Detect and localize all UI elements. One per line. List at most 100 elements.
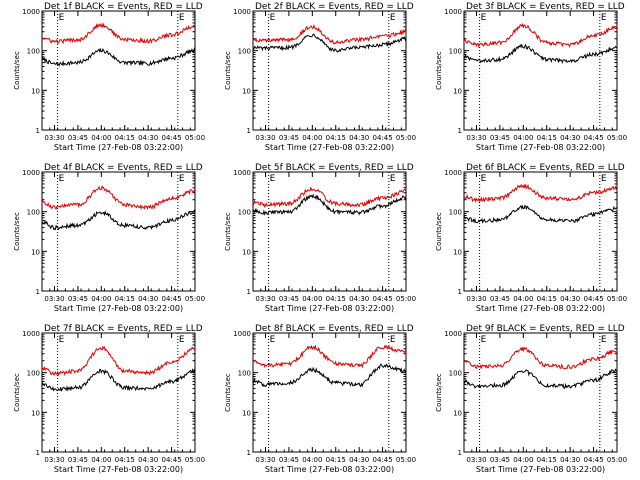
x-tick-label: 04:30 (349, 295, 369, 303)
series-line-events (252, 193, 407, 216)
y-tick-label: 10 (242, 409, 251, 417)
x-tick-label: 03:30 (255, 295, 275, 303)
x-tick-label: 03:45 (279, 295, 299, 303)
panel-det-1: Det 1f BLACK = Events, RED = LLD 1 10 100 10… (13, 2, 205, 152)
x-tick-label: 03:30 (466, 134, 486, 142)
y-tick-label: 10 (453, 409, 462, 417)
y-tick-label: 1000 (22, 8, 40, 16)
x-tick-label: 04:00 (513, 295, 533, 303)
marker-label: E (59, 174, 65, 184)
y-tick-label: 1000 (22, 330, 40, 338)
panel-title: Det 4f BLACK = Events, RED = LLD (44, 163, 203, 173)
x-tick-label: 04:00 (302, 295, 322, 303)
x-tick-label: 04:45 (161, 295, 181, 303)
panel-det-3: Det 3f BLACK = Events, RED = LLD 1 10 100 10… (435, 2, 627, 152)
series-line-events (252, 33, 407, 53)
marker-label: E (481, 174, 487, 184)
marker-label: E (270, 335, 276, 345)
x-tick-label: 04:45 (583, 134, 603, 142)
x-tick-label: 04:45 (583, 456, 603, 464)
panel-det-8: Det 8f BLACK = Events, RED = LLD 1 10 100 10… (224, 324, 416, 474)
x-tick-label: 04:00 (513, 456, 533, 464)
x-tick-label: 04:15 (326, 134, 346, 142)
x-tick-label: 05:00 (607, 295, 627, 303)
x-tick-label: 04:15 (537, 456, 557, 464)
y-tick-label: 100 (449, 48, 462, 56)
series-line-lld (252, 344, 407, 369)
plot-frame (41, 10, 196, 131)
x-tick-label: 04:15 (537, 134, 557, 142)
x-tick-label: 04:00 (302, 456, 322, 464)
plot-frame (252, 10, 407, 131)
x-tick-label: 03:30 (466, 295, 486, 303)
x-axis-label: Start Time (27-Feb-08 03:22:00) (476, 143, 605, 152)
x-axis-label: Start Time (27-Feb-08 03:22:00) (476, 465, 605, 474)
marker-label: E (179, 335, 185, 345)
y-axis-label: Counts/sec (13, 373, 21, 412)
x-tick-label: 04:15 (326, 295, 346, 303)
panel-title: Det 5f BLACK = Events, RED = LLD (255, 163, 414, 173)
series-line-lld (463, 183, 618, 204)
y-tick-label: 10 (453, 87, 462, 95)
marker-label: E (59, 335, 65, 345)
x-tick-label: 03:30 (255, 134, 275, 142)
y-tick-label: 100 (238, 48, 251, 56)
panel-det-9: Det 9f BLACK = Events, RED = LLD 1 10 100 10… (435, 324, 627, 474)
x-tick-label: 03:45 (490, 134, 510, 142)
x-tick-label: 04:30 (138, 295, 158, 303)
x-tick-label: 04:45 (372, 134, 392, 142)
x-tick-label: 04:15 (115, 134, 135, 142)
x-axis-label: Start Time (27-Feb-08 03:22:00) (54, 304, 183, 313)
x-tick-label: 03:45 (68, 456, 88, 464)
y-tick-label: 1 (458, 127, 462, 135)
y-tick-label: 1 (36, 288, 40, 296)
plot-frame (463, 171, 618, 292)
y-tick-label: 10 (242, 87, 251, 95)
x-tick-label: 04:30 (349, 134, 369, 142)
x-tick-label: 04:30 (138, 134, 158, 142)
series-line-events (41, 367, 196, 392)
x-tick-label: 05:00 (185, 295, 205, 303)
y-tick-label: 1000 (233, 169, 251, 177)
x-tick-label: 04:15 (326, 456, 346, 464)
y-tick-label: 1 (36, 127, 40, 135)
y-axis-label: Counts/sec (224, 373, 232, 412)
y-tick-label: 1 (247, 288, 251, 296)
y-tick-label: 10 (31, 248, 40, 256)
x-tick-label: 05:00 (607, 134, 627, 142)
x-tick-label: 04:30 (560, 295, 580, 303)
plot-frame (463, 10, 618, 131)
y-axis-label: Counts/sec (224, 212, 232, 251)
x-tick-label: 03:45 (68, 295, 88, 303)
x-tick-label: 04:45 (161, 456, 181, 464)
x-axis-label: Start Time (27-Feb-08 03:22:00) (265, 304, 394, 313)
panel-title: Det 3f BLACK = Events, RED = LLD (466, 2, 625, 12)
y-axis-label: Counts/sec (435, 212, 443, 251)
x-tick-label: 04:30 (560, 134, 580, 142)
marker-label: E (59, 13, 65, 23)
x-tick-label: 05:00 (607, 456, 627, 464)
marker-label: E (481, 13, 487, 23)
x-tick-label: 03:45 (490, 295, 510, 303)
y-tick-label: 100 (238, 209, 251, 217)
marker-label: E (270, 174, 276, 184)
y-tick-label: 100 (27, 48, 40, 56)
y-axis-label: Counts/sec (435, 51, 443, 90)
marker-label: E (601, 335, 607, 345)
x-tick-label: 03:30 (466, 456, 486, 464)
y-axis-label: Counts/sec (13, 51, 21, 90)
x-tick-label: 03:45 (68, 134, 88, 142)
x-tick-label: 04:30 (138, 456, 158, 464)
series-line-events (41, 209, 196, 231)
y-tick-label: 1000 (444, 8, 462, 16)
marker-label: E (390, 174, 396, 184)
series-line-events (463, 43, 618, 64)
x-axis-label: Start Time (27-Feb-08 03:22:00) (265, 465, 394, 474)
panel-title: Det 6f BLACK = Events, RED = LLD (466, 163, 625, 173)
series-line-events (252, 363, 407, 388)
x-tick-label: 04:00 (302, 134, 322, 142)
y-axis-label: Counts/sec (224, 51, 232, 90)
x-tick-label: 04:00 (91, 134, 111, 142)
y-tick-label: 1000 (233, 330, 251, 338)
series-line-lld (41, 22, 196, 45)
